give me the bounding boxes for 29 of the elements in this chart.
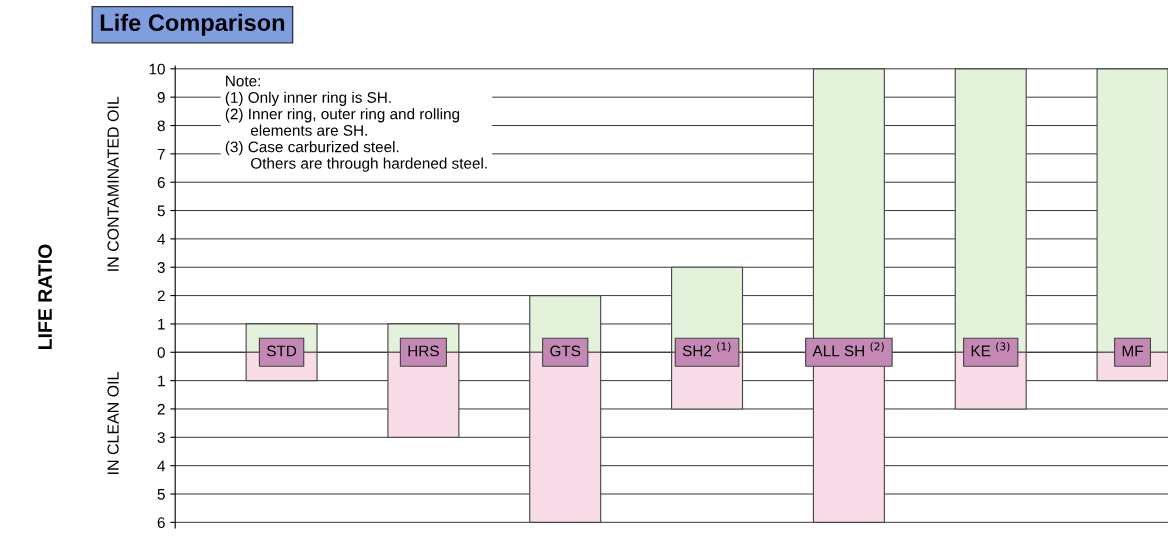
y-tick-label: 3 [157,432,165,443]
y-tick-label: 6 [157,177,165,188]
y-tick-label: 5 [157,205,165,217]
text: LIFE RATIO [38,244,52,349]
text: IN CLEAN OIL [107,372,119,474]
x-tick-label: SH2 $^{(1)}$ [682,342,731,357]
y-tick-label: 0 [157,347,165,358]
y-tick-label: 2 [157,403,165,415]
x-tick-label: KE $^{(3)}$ [971,342,1010,357]
y-tick-label: 7 [157,148,165,160]
y-tick-label: 5 [157,489,165,500]
x-tick-label: GTS [550,345,581,357]
y-tick-label: 4 [157,233,166,245]
y-tick-label: 9 [157,92,165,103]
y-tick-label: 6 [157,517,165,529]
y-tick-label: 1 [158,318,165,330]
y-tick-label: 2 [157,290,165,302]
y-tick-label: 3 [157,262,165,273]
x-tick-label: ALL SH $^{(2)}$ [812,342,884,357]
y-tick-label: 4 [157,460,166,472]
text: IN CONTAMINATED OIL [107,96,119,271]
x-tick-label: STD [266,345,297,357]
y-tick-label: 8 [157,120,165,132]
chart-title: Life Comparison [100,13,285,36]
x-tick-label: MF [1122,345,1143,357]
y-tick-label: 10 [149,63,165,75]
x-tick-label: HRS [408,345,439,357]
y-tick-label: 1 [158,375,165,387]
annotation: Note: (1) Only inner ring is SH. (2) Inner ring, outer ring and rolling elements are SH. (3) Case carburized steel. Others are through hardened steel. [225,75,487,172]
